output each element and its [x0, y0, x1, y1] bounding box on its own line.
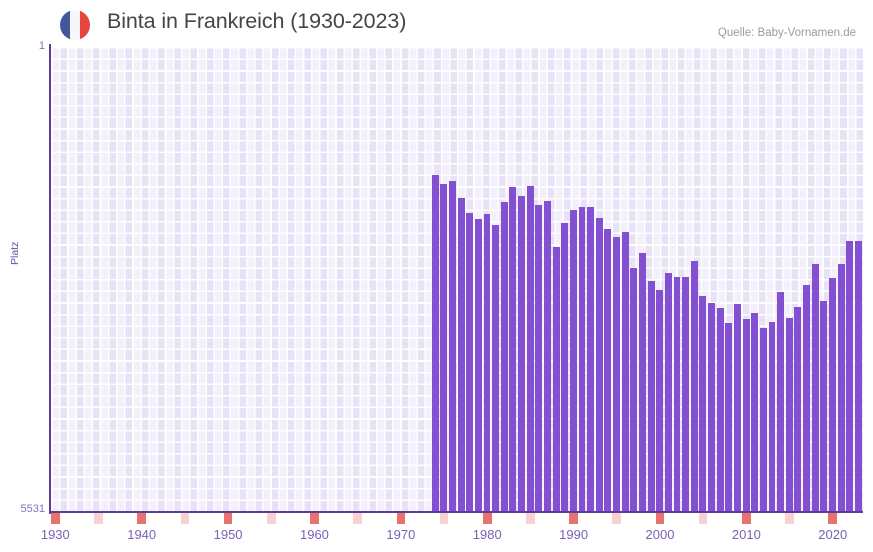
bar [526, 186, 534, 511]
x-axis-tick-minor [526, 513, 535, 524]
bar [811, 264, 819, 511]
bar [639, 252, 646, 511]
bar [630, 267, 638, 511]
bar [552, 247, 560, 511]
x-axis-label: 2020 [818, 527, 848, 542]
bar [829, 277, 836, 511]
bar [457, 198, 465, 511]
bar [509, 187, 517, 511]
bar [561, 222, 569, 511]
bar [734, 304, 741, 511]
bar [440, 183, 448, 511]
x-axis-label: 1950 [213, 527, 243, 542]
plot-area [51, 47, 863, 511]
bar [535, 204, 543, 511]
x-axis-tick-minor [266, 513, 276, 524]
y-axis-tick-top-label: 1 [38, 40, 45, 52]
y-axis-title: Platz [9, 241, 21, 265]
bar [448, 180, 456, 511]
france-flag-icon [60, 10, 90, 40]
chart-header: Binta in Frankreich (1930-2023) Quelle: … [0, 0, 873, 46]
bar [690, 261, 698, 511]
x-axis-tick-minor [698, 513, 708, 524]
x-axis-label: 1940 [127, 527, 157, 542]
bar [647, 281, 655, 511]
x-axis-tick-major [569, 513, 578, 524]
x-axis-tick-major [51, 513, 60, 524]
bar [518, 195, 525, 511]
bar [682, 277, 690, 511]
bar [569, 209, 577, 511]
x-axis-label: 1970 [386, 527, 416, 542]
bar [604, 229, 612, 511]
y-axis-tick-bottom-label: 5531 [20, 503, 45, 515]
bar [474, 218, 482, 511]
bar [587, 207, 595, 511]
x-axis-tick-minor [785, 513, 794, 524]
x-axis-ticks [51, 513, 863, 524]
x-axis-tick-major [828, 513, 838, 524]
x-axis-label: 2000 [645, 527, 675, 542]
x-axis-tick-major [223, 513, 233, 524]
bar [846, 240, 854, 511]
bar [794, 306, 802, 511]
x-axis-tick-minor [439, 513, 449, 524]
x-axis-label: 2010 [731, 527, 761, 542]
bar [708, 302, 716, 511]
bar [699, 295, 707, 511]
bar [759, 328, 767, 511]
bar [543, 200, 551, 511]
bar [716, 307, 724, 511]
bar [595, 218, 603, 511]
bar [768, 322, 776, 511]
bar-series [51, 47, 863, 511]
bar [854, 241, 862, 511]
bar [500, 201, 508, 511]
bar [777, 291, 785, 511]
bar [803, 285, 811, 511]
x-axis-tick-minor [612, 513, 622, 524]
bar [483, 213, 491, 511]
x-axis-line [51, 511, 863, 513]
bar [431, 174, 439, 511]
x-axis-tick-major [742, 513, 751, 524]
x-axis-tick-major [396, 513, 406, 524]
bar [466, 212, 474, 511]
bar [656, 290, 664, 511]
bar [820, 300, 828, 511]
x-axis-label: 1980 [472, 527, 502, 542]
x-axis-label: 1990 [559, 527, 589, 542]
bar [725, 323, 733, 511]
x-axis-tick-minor [180, 513, 190, 524]
bar [621, 232, 629, 511]
bar [837, 264, 845, 511]
bar [664, 272, 672, 511]
x-axis-tick-minor [353, 513, 362, 524]
bar [751, 313, 759, 511]
x-axis-tick-major [310, 513, 319, 524]
bar [742, 318, 750, 511]
page-title: Binta in Frankreich (1930-2023) [107, 9, 407, 33]
bar [785, 317, 793, 511]
x-axis-label: 1960 [299, 527, 329, 542]
bar [578, 206, 586, 511]
x-axis-labels: 1930 1940 1950 1960 1970 1980 1990 2000 2010 2020 [0, 527, 873, 549]
y-axis-line [49, 44, 51, 514]
x-axis-tick-minor [94, 513, 103, 524]
x-axis-tick-major [137, 513, 146, 524]
bar [613, 237, 620, 511]
x-axis-tick-major [482, 513, 492, 524]
source-attribution: Quelle: Baby-Vornamen.de [717, 27, 856, 39]
x-axis-label: 1930 [40, 527, 70, 542]
bar [492, 224, 500, 511]
x-axis-tick-major [655, 513, 665, 524]
bar [673, 276, 681, 511]
